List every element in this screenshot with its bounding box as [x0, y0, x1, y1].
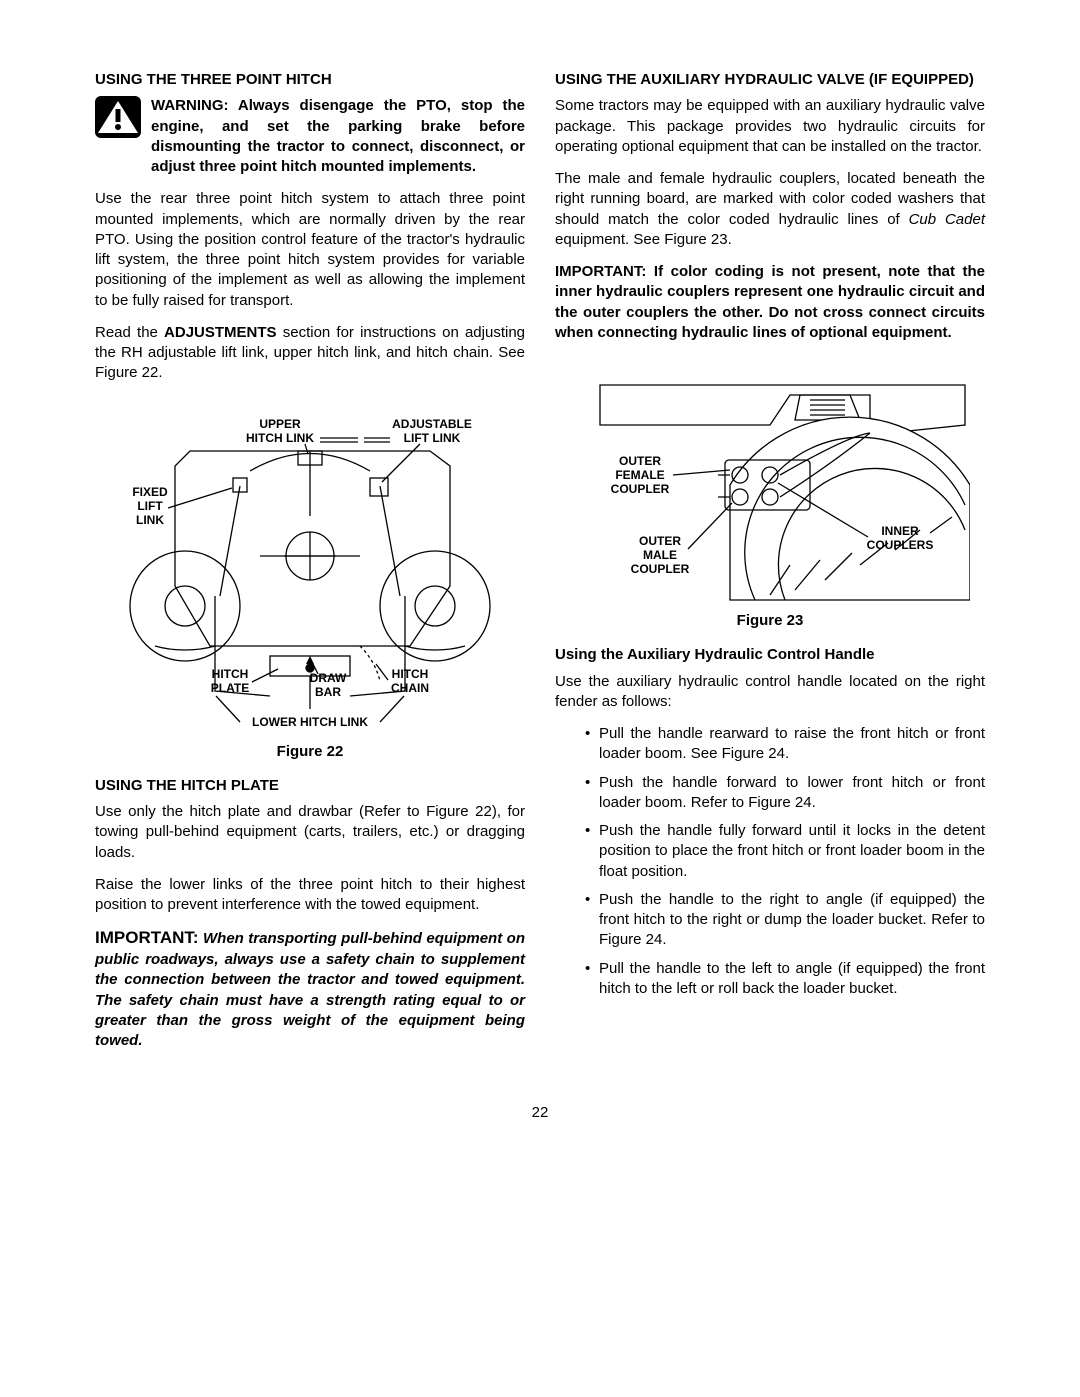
- warning-text: WARNING: Always disengage the PTO, stop …: [151, 96, 525, 177]
- para-aux-handle-intro: Use the auxiliary hydraulic control hand…: [555, 672, 985, 713]
- svg-text:LIFT LINK: LIFT LINK: [404, 431, 461, 445]
- list-item: Push the handle to the right to angle (i…: [585, 890, 985, 951]
- figure-23-caption: Figure 23: [555, 611, 985, 631]
- svg-text:MALE: MALE: [643, 548, 677, 562]
- para-important-towing: IMPORTANT: When transporting pull-behind…: [95, 927, 525, 1051]
- warning-icon: [95, 96, 141, 138]
- svg-text:HITCH: HITCH: [212, 667, 249, 681]
- svg-text:INNER: INNER: [881, 524, 919, 538]
- svg-text:BAR: BAR: [315, 685, 341, 699]
- aux-control-list: Pull the handle rearward to raise the fr…: [555, 724, 985, 999]
- list-item: Push the handle fully forward until it l…: [585, 821, 985, 882]
- right-column: USING THE AUXILIARY HYDRAULIC VALVE (IF …: [555, 70, 985, 1063]
- figure-22-svg: UPPER HITCH LINK ADJUSTABLE LIFT LINK FI…: [120, 396, 500, 736]
- svg-text:DRAW: DRAW: [310, 671, 347, 685]
- para-aux-intro: Some tractors may be equipped with an au…: [555, 96, 985, 157]
- svg-text:OUTER: OUTER: [619, 454, 661, 468]
- svg-text:OUTER: OUTER: [639, 534, 681, 548]
- para-hitch-intro: Use the rear three point hitch system to…: [95, 189, 525, 311]
- svg-text:COUPLER: COUPLER: [611, 482, 670, 496]
- svg-text:CHAIN: CHAIN: [391, 681, 429, 695]
- svg-text:UPPER: UPPER: [259, 417, 301, 431]
- svg-text:FIXED: FIXED: [132, 485, 168, 499]
- list-item: Push the handle forward to lower front h…: [585, 773, 985, 814]
- figure-23-svg: OUTER FEMALE COUPLER OUTER MALE COUPLER …: [570, 365, 970, 605]
- svg-text:LOWER HITCH LINK: LOWER HITCH LINK: [252, 715, 368, 729]
- svg-text:PLATE: PLATE: [211, 681, 249, 695]
- page-number: 22: [95, 1103, 985, 1123]
- figure-23: OUTER FEMALE COUPLER OUTER MALE COUPLER …: [555, 365, 985, 605]
- svg-text:HITCH: HITCH: [392, 667, 429, 681]
- svg-text:HITCH LINK: HITCH LINK: [246, 431, 314, 445]
- figure-22: UPPER HITCH LINK ADJUSTABLE LIFT LINK FI…: [95, 396, 525, 736]
- svg-text:FEMALE: FEMALE: [615, 468, 664, 482]
- para-important-color: IMPORTANT: If color coding is not presen…: [555, 262, 985, 343]
- para-hitch-plate-use: Use only the hitch plate and drawbar (Re…: [95, 802, 525, 863]
- para-adjustments: Read the ADJUSTMENTS section for instruc…: [95, 323, 525, 384]
- heading-three-point-hitch: USING THE THREE POINT HITCH: [95, 70, 525, 90]
- svg-text:LINK: LINK: [136, 513, 164, 527]
- heading-aux-valve: USING THE AUXILIARY HYDRAULIC VALVE (IF …: [555, 70, 985, 90]
- heading-hitch-plate: USING THE HITCH PLATE: [95, 776, 525, 796]
- svg-text:COUPLER: COUPLER: [631, 562, 690, 576]
- left-column: USING THE THREE POINT HITCH WARNING: Alw…: [95, 70, 525, 1063]
- svg-text:LIFT: LIFT: [137, 499, 163, 513]
- figure-22-caption: Figure 22: [95, 742, 525, 762]
- list-item: Pull the handle to the left to angle (if…: [585, 959, 985, 1000]
- svg-text:COUPLERS: COUPLERS: [867, 538, 934, 552]
- para-hitch-plate-raise: Raise the lower links of the three point…: [95, 875, 525, 916]
- svg-text:ADJUSTABLE: ADJUSTABLE: [392, 417, 472, 431]
- para-aux-couplers: The male and female hydraulic couplers, …: [555, 169, 985, 250]
- list-item: Pull the handle rearward to raise the fr…: [585, 724, 985, 765]
- warning-block: WARNING: Always disengage the PTO, stop …: [95, 96, 525, 177]
- heading-aux-handle: Using the Auxiliary Hydraulic Control Ha…: [555, 645, 985, 665]
